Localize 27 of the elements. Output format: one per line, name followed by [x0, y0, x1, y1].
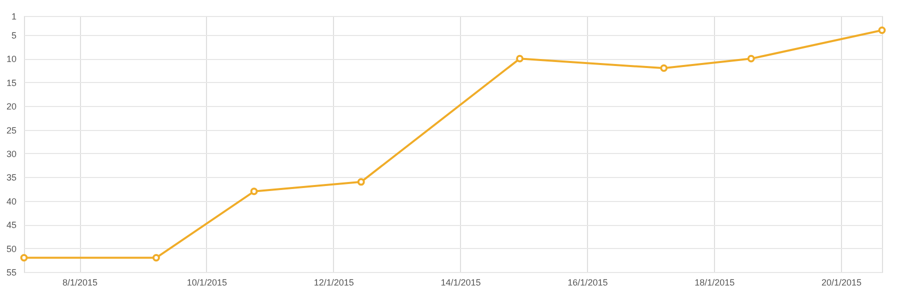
- y-tick-label: 45: [6, 220, 16, 230]
- y-tick-label: 35: [6, 172, 16, 183]
- y-tick-label: 25: [6, 125, 16, 136]
- y-tick-label: 40: [6, 196, 16, 206]
- x-tick-label: 8/1/2015: [62, 278, 98, 288]
- x-tick-label: 12/1/2015: [314, 278, 354, 288]
- x-tick-label: 16/1/2015: [568, 278, 608, 288]
- point: [660, 64, 668, 72]
- x-tick-label: 10/1/2015: [186, 278, 227, 288]
- point: [747, 54, 755, 62]
- y-tick-label: 15: [6, 78, 16, 88]
- x-tick-label: 20/1/2015: [821, 278, 862, 288]
- y-tick-label: 10: [6, 54, 16, 64]
- point: [20, 254, 28, 262]
- x-tick-label: 18/1/2015: [694, 278, 735, 288]
- y-tick-label: 20: [6, 102, 16, 112]
- y-tick-label: 30: [6, 148, 16, 159]
- point: [357, 178, 365, 186]
- point: [250, 188, 258, 196]
- y-tick-label: 55: [6, 268, 16, 278]
- point: [516, 54, 524, 62]
- point: [152, 254, 160, 262]
- y-tick-label: 50: [6, 244, 16, 254]
- y-tick-label: 5: [11, 30, 16, 40]
- y-tick-label: 1: [11, 12, 16, 22]
- x-tick-label: 14/1/2015: [440, 278, 481, 288]
- point: [878, 26, 886, 34]
